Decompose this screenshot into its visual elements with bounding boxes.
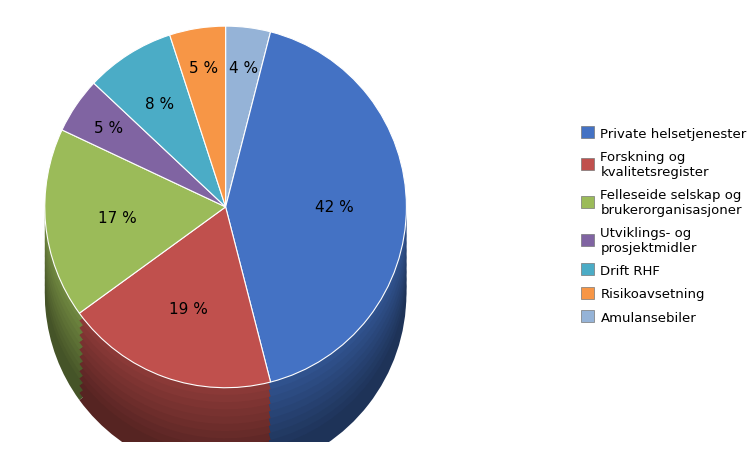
Wedge shape [94, 36, 226, 207]
Wedge shape [170, 99, 226, 280]
Wedge shape [45, 217, 226, 400]
Wedge shape [94, 79, 226, 251]
Wedge shape [45, 196, 226, 378]
Wedge shape [79, 294, 271, 451]
Text: 5 %: 5 % [189, 61, 218, 76]
Wedge shape [79, 287, 271, 451]
Wedge shape [226, 33, 406, 382]
Legend: Private helsetjenester, Forskning og
kvalitetsregister, Felleseide selskap og
br: Private helsetjenester, Forskning og kva… [575, 122, 752, 329]
Wedge shape [62, 127, 226, 251]
Wedge shape [226, 91, 406, 440]
Text: 4 %: 4 % [229, 60, 258, 75]
Wedge shape [45, 174, 226, 357]
Wedge shape [45, 203, 226, 386]
Wedge shape [226, 47, 406, 396]
Text: 5 %: 5 % [95, 121, 123, 136]
Wedge shape [79, 215, 271, 395]
Wedge shape [170, 63, 226, 244]
Text: 8 %: 8 % [145, 97, 174, 111]
Wedge shape [94, 108, 226, 280]
Wedge shape [45, 181, 226, 364]
Wedge shape [45, 160, 226, 342]
Wedge shape [170, 41, 226, 222]
Wedge shape [62, 98, 226, 222]
Wedge shape [226, 114, 271, 294]
Wedge shape [226, 98, 406, 447]
Wedge shape [62, 170, 226, 294]
Wedge shape [62, 106, 226, 229]
Wedge shape [79, 236, 271, 417]
Wedge shape [94, 58, 226, 229]
Wedge shape [226, 105, 406, 451]
Wedge shape [62, 113, 226, 236]
Wedge shape [170, 85, 226, 265]
Wedge shape [226, 27, 271, 207]
Wedge shape [45, 189, 226, 371]
Wedge shape [170, 49, 226, 229]
Wedge shape [94, 101, 226, 272]
Wedge shape [226, 49, 271, 229]
Wedge shape [94, 87, 226, 258]
Wedge shape [45, 210, 226, 393]
Wedge shape [170, 106, 226, 287]
Wedge shape [94, 123, 226, 294]
Wedge shape [226, 69, 406, 418]
Wedge shape [226, 106, 271, 287]
Wedge shape [79, 229, 271, 410]
Wedge shape [226, 70, 271, 251]
Wedge shape [170, 34, 226, 215]
Wedge shape [170, 70, 226, 251]
Wedge shape [170, 56, 226, 236]
Wedge shape [62, 149, 226, 272]
Wedge shape [226, 62, 406, 411]
Wedge shape [226, 120, 406, 451]
Wedge shape [45, 138, 226, 321]
Wedge shape [94, 94, 226, 265]
Wedge shape [94, 72, 226, 244]
Wedge shape [226, 78, 271, 258]
Wedge shape [79, 207, 271, 388]
Wedge shape [170, 78, 226, 258]
Wedge shape [226, 34, 271, 215]
Wedge shape [226, 56, 271, 236]
Wedge shape [62, 142, 226, 265]
Wedge shape [94, 43, 226, 215]
Text: 17 %: 17 % [99, 210, 137, 225]
Wedge shape [79, 251, 271, 431]
Wedge shape [170, 114, 226, 294]
Wedge shape [62, 120, 226, 244]
Wedge shape [226, 99, 271, 280]
Wedge shape [62, 163, 226, 287]
Wedge shape [45, 131, 226, 313]
Wedge shape [94, 65, 226, 236]
Wedge shape [79, 258, 271, 438]
Wedge shape [94, 115, 226, 287]
Wedge shape [79, 222, 271, 402]
Wedge shape [226, 41, 271, 222]
Wedge shape [62, 91, 226, 215]
Wedge shape [45, 152, 226, 335]
Wedge shape [226, 63, 271, 244]
Text: 42 %: 42 % [314, 200, 353, 215]
Wedge shape [170, 92, 226, 272]
Text: 19 %: 19 % [169, 302, 208, 317]
Wedge shape [226, 85, 271, 265]
Wedge shape [79, 265, 271, 446]
Wedge shape [45, 167, 226, 350]
Wedge shape [226, 55, 406, 404]
Wedge shape [62, 134, 226, 258]
Wedge shape [79, 272, 271, 451]
Wedge shape [45, 145, 226, 328]
Wedge shape [62, 156, 226, 280]
Wedge shape [226, 112, 406, 451]
Wedge shape [226, 92, 271, 272]
Wedge shape [94, 51, 226, 222]
Wedge shape [226, 83, 406, 433]
Wedge shape [62, 84, 226, 207]
Wedge shape [226, 40, 406, 389]
Wedge shape [79, 280, 271, 451]
Wedge shape [226, 76, 406, 425]
Wedge shape [170, 27, 226, 207]
Wedge shape [79, 244, 271, 424]
